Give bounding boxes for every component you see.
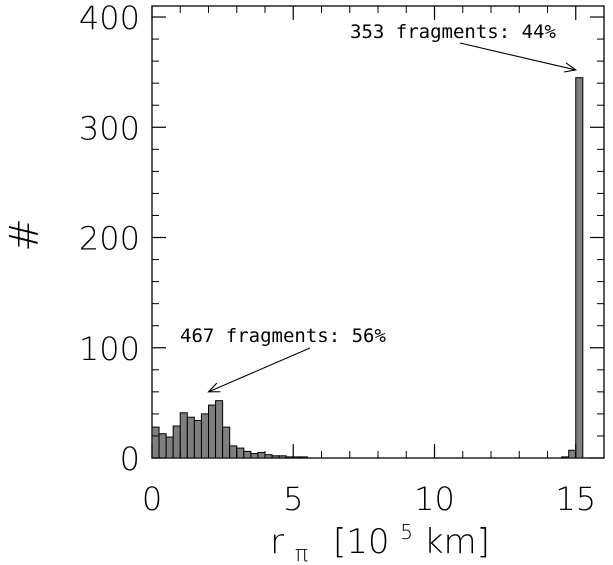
histogram-bar-8 [208,404,217,459]
y-tick-label: 100 [79,330,140,368]
histogram-bar-1 [158,433,167,459]
histogram-bar-3 [172,425,181,459]
annotation-arrowhead-0 [207,382,221,393]
bars [151,77,584,459]
tick-labels: 0 5 10 15 0 100 200 300 400 [79,0,596,518]
histogram-bar-22 [561,456,570,459]
x-tick-label: 5 [283,480,303,518]
plot-frame [151,5,605,459]
x-tick-label: 0 [142,480,162,518]
histogram-bar-5 [186,416,195,459]
annotation-arrowhead-1 [563,62,578,73]
histogram-bar-21 [299,456,308,459]
x-tick-label: 15 [555,480,596,518]
axis-ticks [151,6,605,459]
annotation-text-1: 353 fragments: 44% [350,21,556,43]
x-axis-label-unit-end: km] [424,522,490,562]
y-axis-label: # [2,218,48,252]
histogram-bar-14 [250,453,259,459]
y-tick-label: 0 [120,440,140,478]
histogram-bar-20 [292,456,301,459]
histogram-bar-17 [271,455,280,459]
histogram-bar-2 [165,436,174,459]
x-axis-label: r π [10 5 km] [270,508,490,565]
histogram-bar-7 [200,413,209,459]
x-axis-label-exponent: 5 [400,520,413,544]
histogram-bar-18 [278,455,287,459]
histogram-bar-4 [179,412,188,459]
histogram-bar-12 [236,447,245,459]
plot-area-border [151,5,605,459]
histogram-bar-10 [222,426,231,459]
histogram-bar-15 [257,451,266,459]
histogram-bar-24 [575,77,584,459]
y-tick-label: 400 [79,0,140,37]
annotation-arrow-line-0 [208,347,311,393]
histogram-bar-13 [243,450,252,459]
x-axis-label-main: r [270,522,284,562]
x-tick-label: 10 [414,480,455,518]
histogram-bar-23 [568,449,577,459]
annotations: 467 fragments: 56% 353 fragments: 44% [180,21,578,393]
histogram-bar-9 [215,400,224,459]
histogram-bar-19 [285,456,294,459]
y-tick-label: 200 [79,220,140,258]
annotation-arrow-line-1 [459,42,576,71]
histogram-bar-6 [193,420,202,459]
annotation-text-0: 467 fragments: 56% [180,325,386,347]
x-axis-label-sub: π [295,542,308,565]
histogram-bar-0 [151,426,160,459]
y-tick-label: 300 [79,109,140,147]
histogram-bar-11 [229,445,238,459]
histogram-bar-16 [264,454,273,459]
x-axis-label-unit: [10 [333,522,390,562]
